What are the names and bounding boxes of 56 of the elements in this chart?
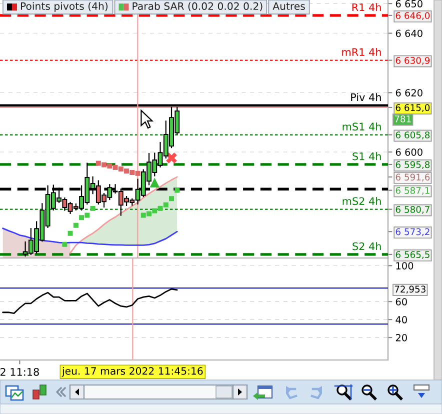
point <box>152 208 158 214</box>
y-tick-label: 6 615,0 <box>396 104 430 112</box>
point <box>130 170 135 175</box>
y-tick-label: 6 587,1 <box>396 186 430 195</box>
annotation: Parab SAR (0.02 0.02 0.2) <box>132 2 262 12</box>
point <box>140 212 146 218</box>
annotation: Points pivots (4h) <box>20 2 108 12</box>
y-tick-label: 20 <box>396 334 407 342</box>
y-tick-label: 6 630,9 <box>396 56 430 65</box>
line-series <box>2 288 178 314</box>
ref-line-label: R1 4h <box>352 3 381 12</box>
ref-line-label: mR1 4h <box>342 48 381 56</box>
y-tick-label: 6 605,8 <box>396 131 430 140</box>
y-tick-label: 6 595,8 <box>396 161 430 170</box>
point <box>102 162 107 168</box>
point <box>68 230 73 236</box>
text: 72,953 <box>394 286 426 294</box>
point <box>118 166 124 172</box>
point <box>174 188 180 193</box>
annotation: Autres <box>272 2 305 10</box>
y-tick-label: 6 565,5 <box>396 251 430 259</box>
ref-line-label: mS2 4h <box>342 197 381 206</box>
ref-line-label: S2 4h <box>352 242 381 250</box>
ref-line-label: Piv 4h <box>351 93 381 102</box>
point <box>166 152 177 164</box>
point <box>158 206 163 211</box>
y-tick-label: 6 646,0 <box>396 12 430 20</box>
point <box>107 163 112 168</box>
point <box>163 202 168 208</box>
y-tick-label: 40 <box>396 316 407 324</box>
point <box>150 178 160 188</box>
point <box>146 211 152 216</box>
x-tick-label: 2 11:18 <box>0 368 39 376</box>
point <box>73 222 78 228</box>
point <box>79 215 84 220</box>
text: jeu. 17 mars 2022 11:45:16 <box>62 366 203 377</box>
point <box>112 164 118 170</box>
point <box>96 160 101 166</box>
y-tick-label: 6 591,6 <box>396 174 430 182</box>
y-tick-label: 6 620 <box>396 89 422 96</box>
ref-line-label: S1 4h <box>352 152 381 160</box>
ref-line-label: mS1 4h <box>342 122 381 131</box>
point <box>135 170 140 176</box>
text: 781 <box>394 115 411 122</box>
y-tick-label: 6 600 <box>396 148 422 156</box>
y-tick-label: 6 580,7 <box>396 206 430 214</box>
point <box>84 212 90 218</box>
y-tick-label: 6 650 <box>396 0 422 8</box>
y-tick-label: 100 <box>396 262 414 270</box>
point <box>62 242 68 247</box>
y-tick-label: 6 573,2 <box>396 228 430 236</box>
y-tick-label: 60 <box>396 298 407 306</box>
point <box>124 168 130 174</box>
y-tick-label: 6 640 <box>396 30 422 38</box>
point <box>90 206 96 211</box>
point <box>169 196 174 202</box>
